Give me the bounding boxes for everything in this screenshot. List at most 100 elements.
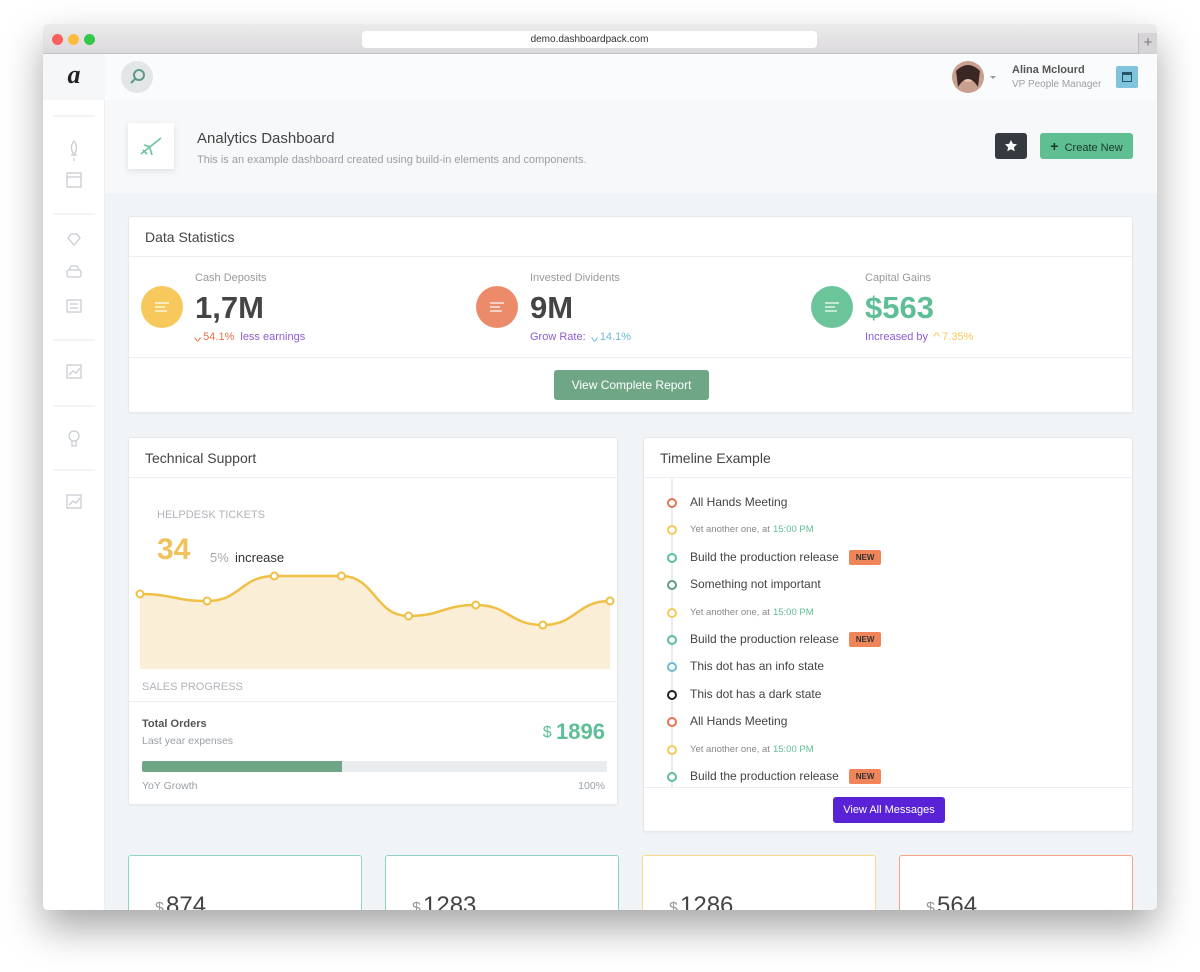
logo[interactable]: a: [43, 54, 105, 100]
divider: [644, 787, 1132, 788]
zoom-button[interactable]: [84, 34, 95, 45]
browser-toolbar: demo.dashboardpack.com +: [43, 24, 1157, 54]
stat-value: 1,7M: [195, 290, 264, 325]
timeline-time: 15:00 PM: [772, 743, 814, 755]
timeline-dot: [667, 525, 677, 536]
page-subtitle: This is an example dashboard created usi…: [197, 154, 587, 166]
orders-total: $ 1896: [543, 719, 605, 745]
app-header: a Alina Mclourd VP People Manager: [43, 54, 1157, 100]
timeline-text: Build the production release: [690, 632, 839, 646]
timeline-time: 15:00 PM: [772, 606, 814, 618]
view-messages-button[interactable]: View All Messages: [833, 797, 945, 823]
create-new-button[interactable]: + Create New: [1040, 133, 1133, 159]
orders-currency: $: [542, 724, 552, 741]
close-button[interactable]: [52, 34, 63, 45]
user-role: VP People Manager: [1012, 79, 1102, 90]
timeline-item: Something not important: [690, 577, 821, 591]
timeline-text: All Hands Meeting: [690, 714, 788, 729]
url-text: demo.dashboardpack.com: [530, 34, 649, 45]
card-currency: $: [926, 900, 935, 910]
stat-icon: [141, 286, 183, 328]
calendar-button[interactable]: [1116, 66, 1138, 88]
trend-arrow: ^: [590, 331, 598, 343]
sparkline-point: [336, 571, 346, 581]
address-bar[interactable]: demo.dashboardpack.com: [362, 31, 817, 48]
tickets-label: HELPDESK TICKETS: [157, 509, 265, 521]
card-currency: $: [669, 900, 678, 910]
card-currency: $: [155, 900, 164, 910]
stat-sub-text: Increased by: [865, 331, 928, 343]
timeline-text: All Hands Meeting: [690, 495, 788, 509]
timeline-text: This dot has a dark state: [690, 686, 822, 701]
card-value: 1283: [423, 892, 477, 910]
page-title: Analytics Dashboard: [197, 130, 335, 147]
sparkline-point: [538, 620, 548, 630]
card-value: 874: [166, 892, 207, 910]
orders-title: Total Orders: [142, 718, 207, 730]
chart-label: SALES PROGRESS: [142, 681, 243, 693]
card-value: 564: [937, 892, 978, 910]
minimize-button[interactable]: [68, 34, 79, 45]
tickets-value: 34: [157, 533, 191, 566]
sparkline-point: [135, 589, 145, 599]
timeline-line: [671, 479, 673, 787]
page-title-band: [105, 100, 1157, 193]
stats-card: Data Statistics View Complete Report Cas…: [128, 216, 1133, 413]
new-tab-button[interactable]: +: [1138, 33, 1157, 54]
divider: [129, 357, 1132, 358]
timeline-item: This dot has a dark state: [690, 687, 821, 701]
sparkline-chart: [135, 571, 615, 669]
search-button[interactable]: [121, 61, 153, 93]
stat-sub-text: Grow Rate:: [530, 331, 586, 343]
sparkline-area: [140, 576, 610, 669]
timeline-item: Build the production release NEW: [690, 632, 882, 647]
timeline-text: Build the production release: [690, 769, 839, 783]
timeline-dot: [667, 580, 677, 591]
timeline-text: Build the production release: [690, 549, 839, 564]
timeline-dot: [667, 635, 677, 645]
timeline-dot: [667, 662, 677, 673]
stats-title: Data Statistics: [129, 217, 1132, 257]
timeline-text: This dot has an info state: [690, 659, 825, 674]
timeline-item: This dot has an info state: [690, 659, 824, 673]
stat-sub-text: 14.1%: [599, 331, 632, 343]
progress-track: [142, 761, 607, 772]
tickets-note: increase: [235, 550, 285, 565]
sparkline-point: [404, 611, 414, 621]
timeline-dot: [667, 772, 677, 782]
timeline-item: Build the production release NEW: [690, 769, 882, 784]
timeline-title: Timeline Example: [644, 438, 1132, 478]
stat-icon-glyph: [825, 302, 839, 312]
divider: [129, 701, 617, 702]
timeline-dot: [667, 717, 677, 728]
sparkline-point: [471, 600, 481, 610]
favorite-button[interactable]: [995, 133, 1027, 159]
stat-icon: [476, 286, 518, 328]
trend-arrow: ^: [193, 331, 202, 343]
timeline-list: All Hands Meeting Yet another one, at 15:0…: [644, 479, 1132, 787]
timeline-dot: [667, 689, 677, 700]
sidebar: [43, 100, 105, 910]
trend-arrow: ^: [932, 331, 941, 343]
sparkline-line: [139, 574, 611, 627]
timeline-item: All Hands Meeting: [690, 714, 787, 728]
avatar[interactable]: [952, 61, 1000, 93]
card-value: 1286: [680, 892, 734, 910]
stat-value: 9M: [530, 290, 574, 325]
timeline-item: Build the production release NEW: [690, 549, 882, 565]
timeline-text: Yet another one, at: [690, 606, 770, 618]
create-new-label: Create New: [1064, 142, 1123, 154]
orders-value: 1896: [556, 719, 605, 744]
browser-window: demo.dashboardpack.com + a Alina Mclourd…: [43, 24, 1157, 910]
stat-icon-glyph: [155, 302, 169, 312]
timeline-item: Yet another one, at 15:00 PM: [690, 607, 814, 618]
stat-sub: ^ 54.1% less earnings: [193, 331, 311, 343]
summary-card: $1286: [642, 855, 876, 910]
tickets-change: 5%: [210, 550, 229, 565]
timeline-dot: [667, 607, 677, 618]
stat-sub-text: 54.1%: [203, 331, 235, 343]
support-title: Technical Support: [129, 438, 617, 478]
timeline-badge: NEW: [848, 549, 882, 565]
timeline-badge: NEW: [848, 632, 882, 647]
view-report-button[interactable]: View Complete Report: [554, 370, 709, 400]
